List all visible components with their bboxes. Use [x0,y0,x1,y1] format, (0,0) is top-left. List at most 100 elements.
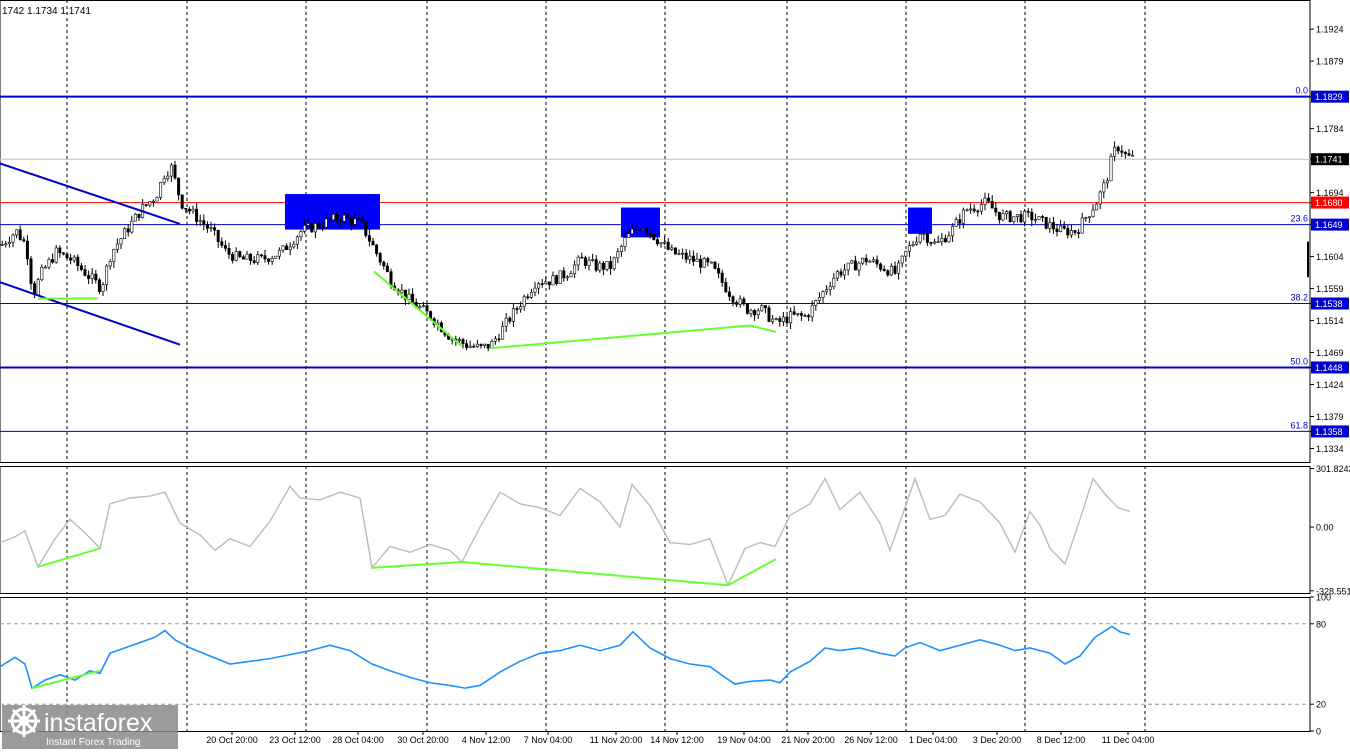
candle-body [576,256,580,266]
candle-body [227,248,231,255]
candle-body [223,245,227,249]
candle-body [979,204,983,212]
candle-body [681,252,685,255]
candle-body [573,264,577,275]
candle-body [882,268,886,272]
zone-box [908,207,932,234]
candle-body [864,257,868,263]
candle-body [605,261,609,270]
candle-body [216,229,220,242]
candle-body [609,261,613,269]
x-tick-label: 4 Nov 12:00 [462,735,511,745]
candle-body [7,241,11,245]
candle-body [130,220,134,233]
y-tick-label: 1.1879 [1316,57,1344,67]
candle-body [961,209,965,224]
candle-body [925,233,929,243]
candle-body [367,235,371,242]
candle-body [364,221,368,236]
y-tick-label: 0.00 [1316,523,1334,533]
x-tick-label: 26 Nov 12:00 [844,735,898,745]
candle-body [277,249,281,257]
candle-body [234,251,238,261]
candle-body [378,253,382,263]
candle-body [97,279,101,292]
cci-pane: 301.8242 0.00 -328.5513 [0,464,1350,596]
candle-body [663,241,667,244]
candle-body [616,251,620,259]
candle-body [695,258,699,262]
candle-body [724,282,728,293]
indicator-line [0,476,1131,588]
candle-body [457,339,461,341]
candle-body [598,262,602,271]
candle-body [699,258,703,268]
candle-body [969,208,973,211]
candle-body [425,305,429,312]
candle-body [673,247,677,255]
candle-body [1044,216,1048,229]
candle-body [807,315,811,318]
candle-body [400,289,404,294]
candle-body [990,201,994,209]
x-tick-label: 30 Oct 20:00 [397,735,449,745]
candle-body [22,239,26,242]
candle-body [929,242,933,244]
candle-body [691,255,695,262]
resistance-price-tag [1311,196,1349,209]
candle-body [497,338,501,341]
candle-body [267,258,271,262]
candle-body [198,220,202,222]
y-tick-label: 1.1924 [1316,25,1344,35]
candle-body [666,241,670,250]
candle-body [853,260,857,271]
candle-body [1127,153,1131,156]
candle-body [1069,230,1073,236]
candle-body [177,177,181,196]
pane-frame [0,466,1311,594]
candle-body [90,273,94,279]
candle-body [954,219,958,227]
candle-body [771,318,775,322]
candle-body [504,317,508,327]
candle-body [659,242,663,245]
candle-body [43,266,47,269]
candle-body [843,269,847,276]
fib-level-label: 23.6 [1290,214,1308,224]
candle-body [580,256,584,259]
candle-body [1005,211,1009,215]
candle-body [803,315,807,317]
candle-body [918,233,922,243]
candle-body [360,218,364,222]
candle-body [151,200,155,203]
candle-body [1116,146,1120,152]
candle-body [231,253,235,261]
candle-body [861,257,865,264]
zone-box [621,207,660,238]
candle-body [479,343,483,346]
candle-body [713,261,717,269]
candle-body [897,262,901,274]
candle-body [47,259,51,268]
candle-body [994,207,998,213]
y-tick-label: 20 [1316,700,1326,710]
candle-body [483,343,487,346]
candle-body [835,271,839,279]
candle-body [385,265,389,273]
x-tick-label: 7 Nov 04:00 [524,735,573,745]
candle-body [619,246,623,253]
candle-body [533,287,537,293]
candle-body [1023,211,1027,223]
candle-body [688,255,692,260]
candle-body [220,241,224,246]
candle-body [36,279,40,296]
candle-body [983,197,987,205]
candle-body [879,263,883,270]
candle-body [1051,222,1055,230]
current-price-label: 1.1741 [1315,155,1343,165]
x-tick-label: 8 Dec 12:00 [1037,735,1086,745]
resistance-price-label: 1.1680 [1315,198,1343,208]
y-tick-label: 0 [1316,727,1321,737]
candle-body [821,291,825,298]
